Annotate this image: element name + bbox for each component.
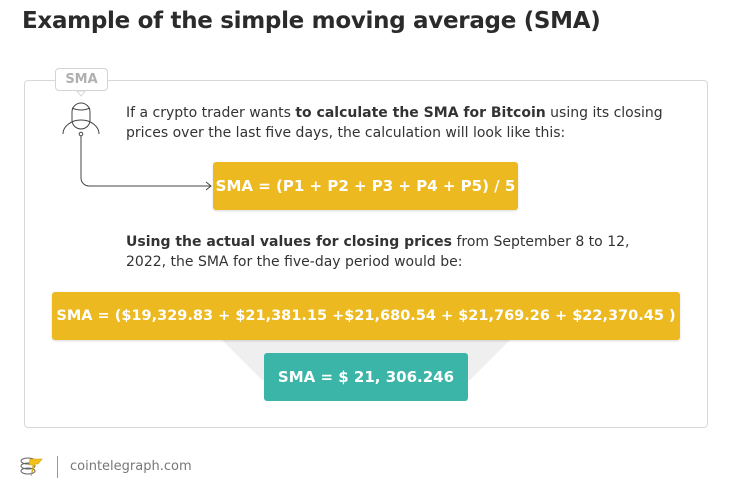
footer-divider <box>57 456 58 478</box>
person-icon <box>62 102 100 135</box>
diagram-frame <box>24 80 708 428</box>
intro-pre: If a crypto trader wants <box>126 105 296 121</box>
second-text: Using the actual values for closing pric… <box>126 232 646 272</box>
footer-site-link[interactable]: cointelegraph.com <box>70 459 192 474</box>
intro-text: If a crypto trader wants to calculate th… <box>126 103 706 143</box>
page-title: Example of the simple moving average (SM… <box>22 8 601 34</box>
sma-result-box: SMA = $ 21, 306.246 <box>264 353 468 401</box>
second-post: from September 8 to 12, 2022, the SMA fo… <box>126 234 630 270</box>
sma-tag: SMA <box>55 68 108 91</box>
sma-formula-box: SMA = (P1 + P2 + P3 + P4 + P5) / 5 <box>213 162 518 210</box>
tag-pointer <box>75 90 87 97</box>
intro-bold: to calculate the SMA for Bitcoin <box>295 105 546 121</box>
intro-post: using its closing prices over the last f… <box>126 105 663 141</box>
sma-calculation-box: SMA = ($19,329.83 + $21,381.15 +$21,680.… <box>52 292 680 372</box>
cointelegraph-logo-icon <box>20 457 43 477</box>
connector-arrow <box>80 132 212 191</box>
second-bold: Using the actual values for closing pric… <box>126 234 453 250</box>
